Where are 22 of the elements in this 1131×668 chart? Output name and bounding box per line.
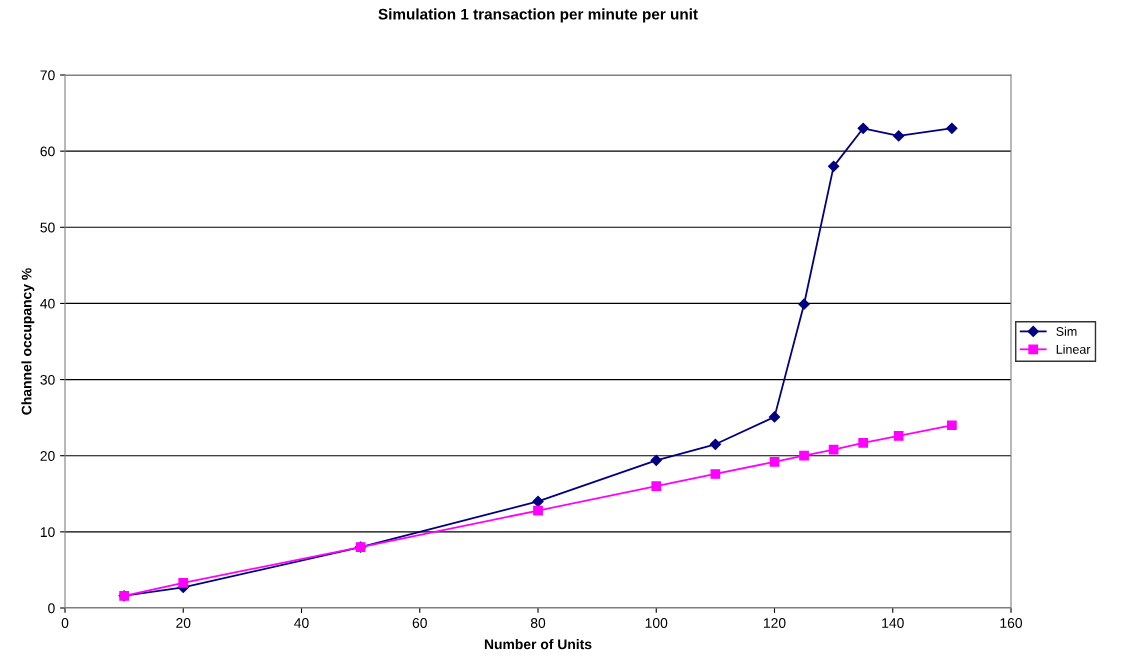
x-tick-label: 120	[763, 618, 786, 628]
x-axis-title: Number of Units	[484, 639, 592, 650]
y-axis-title: Channel occupancy %	[21, 268, 35, 415]
y-tick-label: 50	[40, 222, 55, 233]
y-tick-label: 30	[40, 374, 55, 385]
y-tick-label: 10	[40, 527, 55, 538]
x-tick-label: 20	[176, 618, 191, 628]
y-tick-label: 40	[40, 298, 55, 309]
x-tick-label: 0	[61, 618, 69, 628]
y-tick-label: 0	[48, 603, 55, 614]
x-tick-label: 80	[530, 618, 546, 628]
y-tick-label: 20	[40, 451, 55, 461]
x-tick-label: 140	[882, 618, 904, 628]
legend-label: Linear	[1056, 344, 1091, 354]
x-tick-label: 100	[645, 618, 668, 628]
legend-label: Sim	[1056, 326, 1077, 336]
x-tick-label: 60	[412, 618, 427, 628]
y-tick-label: 60	[40, 146, 55, 157]
y-tick-label: 70	[40, 70, 55, 81]
chart-title: Simulation 1 transaction per minute per unit	[378, 8, 698, 23]
x-tick-label: 40	[294, 618, 309, 628]
x-tick-label: 160	[1000, 618, 1023, 628]
